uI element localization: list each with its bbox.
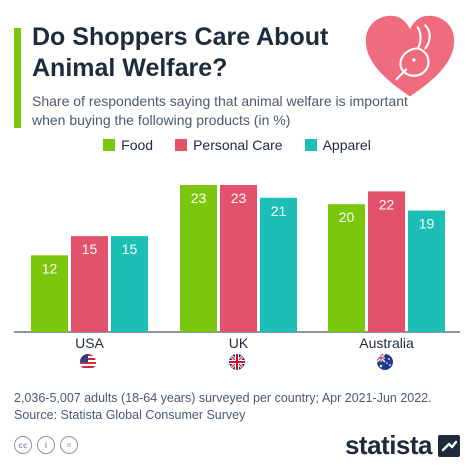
accent-bar [14,28,21,128]
data-label-usa-apparel: 15 [122,241,138,257]
bar-uk-personal-care [220,185,257,332]
chart-subtitle: Share of respondents saying that animal … [32,93,408,128]
bar-australia-food [328,204,365,332]
heart-rabbit-icon [365,15,455,97]
footnote: 2,036-5,007 adults (18-64 years) surveye… [14,390,464,424]
data-label-australia-apparel: 19 [419,216,435,232]
data-label-usa-food: 12 [42,260,58,276]
license-icons: cc i = [14,436,78,454]
chart-legend: Food Personal Care Apparel [0,137,474,153]
legend-item-personal-care: Personal Care [175,137,283,153]
bar-usa-apparel [111,236,148,332]
survey-note: 2,036-5,007 adults (18-64 years) surveye… [14,391,432,405]
bar-usa-personal-care [71,236,108,332]
legend-label-apparel: Apparel [322,137,371,153]
data-label-usa-personal-care: 15 [82,241,98,257]
legend-swatch-personal-care [175,139,188,151]
uk-flag-icon [229,354,245,370]
bar-uk-apparel [260,197,297,332]
bar-chart: 12 15 15 USA 23 23 21 UK 20 22 19 Australia [14,185,460,351]
usa-flag-icon [80,354,96,370]
australia-flag-icon [377,354,393,370]
bar-uk-food [180,185,217,332]
data-label-uk-personal-care: 23 [231,190,247,206]
data-label-uk-apparel: 21 [271,203,287,219]
bar-australia-apparel [408,210,445,332]
legend-item-apparel: Apparel [304,137,371,153]
category-label-australia: Australia [359,335,414,351]
bar-australia-personal-care [368,191,405,332]
attribution-icon[interactable]: i [37,436,55,454]
chart-title: Do Shoppers Care About Animal Welfare? [32,23,329,82]
legend-label-personal-care: Personal Care [193,137,283,153]
creative-commons-icon[interactable]: cc [14,436,32,454]
legend-swatch-apparel [304,139,317,151]
category-label-uk: UK [229,335,249,351]
data-label-uk-food: 23 [191,190,207,206]
data-label-australia-food: 20 [339,209,355,225]
legend-swatch-food [103,139,116,151]
legend-item-food: Food [103,137,153,153]
legend-label-food: Food [121,137,154,153]
statista-logo[interactable]: statista [345,430,460,461]
bar-usa-food [31,255,68,332]
source-note: Source: Statista Global Consumer Survey [14,408,246,422]
statista-logo-icon [438,434,460,457]
brand-name: statista [344,430,433,460]
data-label-australia-personal-care: 22 [379,196,395,212]
category-label-usa: USA [75,335,104,351]
no-derivatives-icon[interactable]: = [60,436,78,454]
